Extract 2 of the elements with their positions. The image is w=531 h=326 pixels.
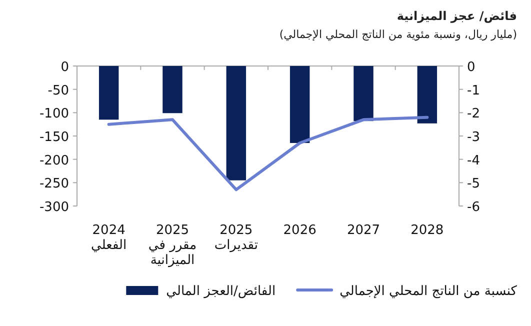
title: فائض/ عجز الميزانية: [396, 9, 517, 23]
subtitle: (مليار ريال، ونسبة مئوية من الناتج المحلي الإجمالي): [279, 28, 517, 41]
